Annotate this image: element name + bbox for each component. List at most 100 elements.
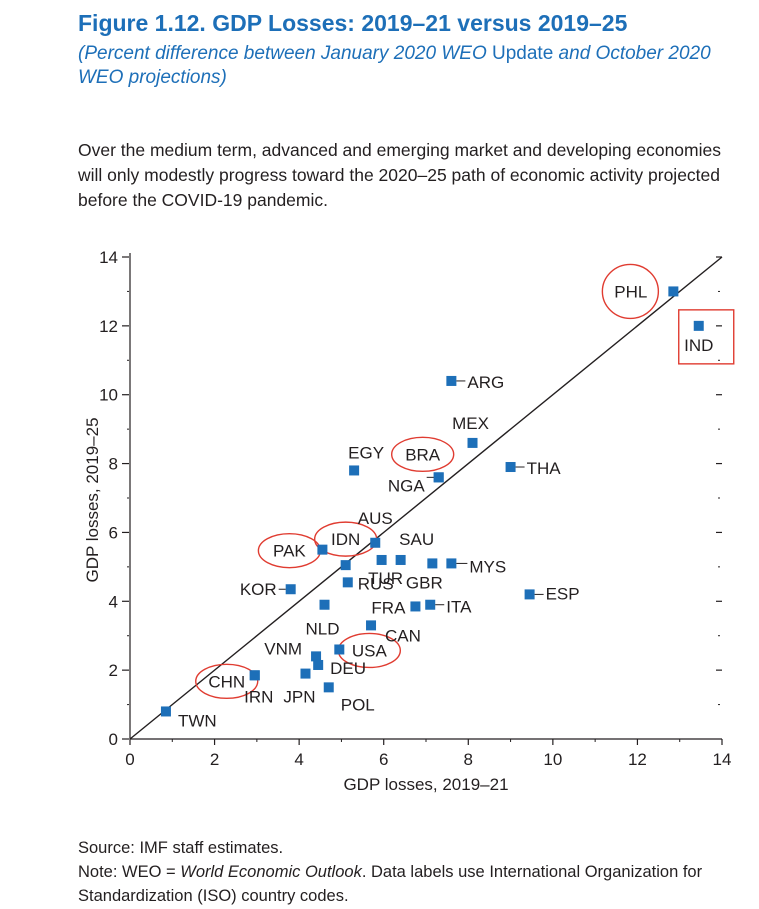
- y-tick-label-12: 12: [99, 317, 118, 336]
- highlight-circle-chn: [195, 663, 259, 700]
- point-label-usa: USA: [352, 641, 388, 660]
- point-label-egy: EGY: [348, 443, 384, 462]
- figure-title: Figure 1.12. GDP Losses: 2019–21 versus …: [78, 10, 627, 37]
- highlight-layer: [195, 263, 735, 700]
- point-gbr: [427, 558, 438, 569]
- point-arg: [446, 375, 457, 386]
- point-nga: [433, 472, 444, 483]
- point-jpn: [300, 668, 311, 679]
- x-tick-label-4: 4: [294, 750, 303, 769]
- note-italic: World Economic Outlook: [180, 863, 362, 881]
- point-ind: [693, 320, 704, 331]
- point-esp: [524, 589, 535, 600]
- x-axis-label: GDP losses, 2019–21: [343, 775, 508, 794]
- reference-line-layer: [129, 256, 723, 740]
- y-tick-label-6: 6: [109, 523, 118, 542]
- point-twn: [160, 706, 171, 717]
- point-label-ind: IND: [684, 336, 713, 355]
- x-tick-label-12: 12: [628, 750, 647, 769]
- point-nld: [319, 599, 330, 610]
- axes-layer: 0 2 4 6 8 10 12 14 0 2 4 6 8 10 12 14: [99, 248, 731, 769]
- x-tick-label-14: 14: [713, 750, 732, 769]
- note-suffix: . Data labels use International Organiza…: [78, 863, 703, 905]
- point-can: [366, 620, 377, 631]
- point-label-arg: ARG: [467, 373, 504, 392]
- point-mex: [467, 437, 478, 448]
- scatter-chart: 0 2 4 6 8 10 12 14 0 2 4 6 8 10 12 14 PHL IND ARG MEX THA EG…: [83, 248, 735, 794]
- y-axis-label: GDP losses, 2019–25: [83, 417, 102, 582]
- highlight-circle-bra: [390, 436, 455, 473]
- point-label-idn: IDN: [331, 530, 360, 549]
- figure-title-text: GDP Losses: 2019–21 versus 2019–25: [212, 10, 628, 36]
- point-label-fra: FRA: [371, 598, 406, 617]
- point-sau: [395, 554, 406, 565]
- point-label-twn: TWN: [178, 711, 217, 730]
- point-label-deu: DEU: [330, 659, 366, 678]
- point-usa: [334, 644, 345, 655]
- point-label-esp: ESP: [546, 584, 580, 603]
- point-egy: [349, 465, 360, 476]
- highlight-box-ind: [678, 309, 735, 365]
- point-label-rus: RUS: [358, 574, 394, 593]
- point-kor: [285, 584, 296, 595]
- point-irn: [249, 670, 260, 681]
- point-label-phl: PHL: [614, 282, 647, 301]
- point-phl: [668, 286, 679, 297]
- note-prefix: Note: WEO =: [78, 863, 181, 881]
- point-mys: [446, 558, 457, 569]
- points-layer: [160, 286, 704, 717]
- subtitle-part-1: (Percent difference between January 2020…: [78, 43, 487, 64]
- point-label-ita: ITA: [446, 598, 472, 617]
- point-ita: [425, 599, 436, 610]
- y-tick-label-2: 2: [109, 661, 118, 680]
- source-note: Source: IMF staff estimates.: [78, 839, 284, 857]
- point-pak: [317, 544, 328, 555]
- point-label-nga: NGA: [388, 476, 426, 495]
- footer: Source: IMF staff estimates. Note: WEO =…: [78, 836, 748, 908]
- data-note: Note: WEO = World Economic Outlook. Data…: [78, 860, 748, 908]
- point-label-jpn: JPN: [283, 688, 315, 707]
- point-label-chn: CHN: [208, 672, 245, 691]
- y-tick-label-4: 4: [109, 592, 118, 611]
- summary-text: Over the medium term, advanced and emerg…: [78, 140, 721, 210]
- x-tick-label-6: 6: [379, 750, 388, 769]
- y-tick-label-8: 8: [109, 455, 118, 474]
- point-idn: [340, 560, 351, 571]
- y-tick-label-0: 0: [109, 730, 118, 749]
- highlight-circle-phl: [601, 263, 660, 320]
- point-label-irn: IRN: [244, 687, 273, 706]
- x-tick-label-10: 10: [543, 750, 562, 769]
- point-label-nld: NLD: [306, 620, 340, 639]
- point-labels-layer: PHL IND ARG MEX THA EGY BRA NGA AUS PAK IDN SAU TUR G…: [178, 282, 713, 730]
- point-label-mys: MYS: [469, 557, 506, 576]
- point-label-pak: PAK: [273, 542, 306, 561]
- point-rus: [342, 577, 353, 588]
- point-deu: [313, 659, 324, 670]
- point-label-sau: SAU: [399, 530, 434, 549]
- reference-line: [129, 256, 723, 740]
- point-tha: [505, 462, 516, 473]
- point-label-mex: MEX: [452, 414, 489, 433]
- point-label-tur: TUR: [368, 569, 403, 588]
- point-label-aus: AUS: [358, 509, 393, 528]
- point-vnm: [311, 651, 322, 662]
- point-label-kor: KOR: [240, 580, 277, 599]
- y-tick-label-10: 10: [99, 386, 118, 405]
- subtitle-part-2: Update: [486, 43, 554, 64]
- x-tick-label-2: 2: [210, 750, 219, 769]
- point-pol: [323, 682, 334, 693]
- figure-subtitle: (Percent difference between January 2020…: [78, 42, 738, 90]
- x-tick-label-0: 0: [125, 750, 134, 769]
- y-tick-label-14: 14: [99, 248, 118, 267]
- subtitle-part-3: and October 2020 WEO projections): [78, 43, 711, 88]
- point-label-vnm: VNM: [264, 639, 302, 658]
- point-label-gbr: GBR: [406, 573, 443, 592]
- point-label-tha: THA: [527, 459, 562, 478]
- point-tur: [376, 554, 387, 565]
- point-label-pol: POL: [341, 695, 375, 714]
- point-fra: [410, 601, 421, 612]
- point-label-bra: BRA: [405, 445, 441, 464]
- point-label-can: CAN: [385, 626, 421, 645]
- point-aus: [370, 537, 381, 548]
- figure-label: Figure 1.12.: [78, 10, 206, 36]
